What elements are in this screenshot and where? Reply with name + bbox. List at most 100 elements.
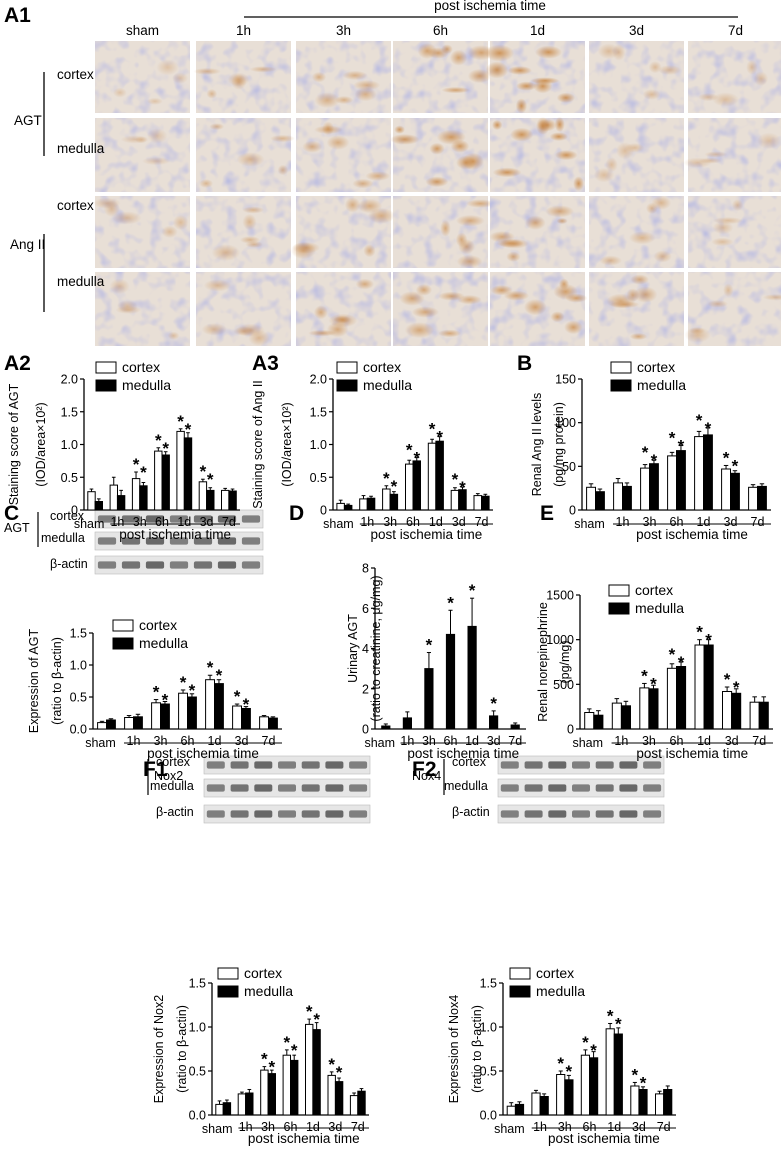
legend-label-cortex: cortex [139, 617, 177, 633]
significance-star: * [723, 448, 730, 467]
y-tick-label: 0.5 [70, 691, 87, 705]
bar-medulla-1h [622, 485, 632, 511]
micrograph-tile [589, 41, 684, 113]
blot-band [349, 784, 368, 792]
y-tick-label: 0.0 [70, 723, 87, 737]
bar-medulla-6h [676, 450, 686, 511]
micrograph-tile [390, 118, 488, 192]
y-tick-label: 4 [362, 642, 369, 656]
x-axis-title: post ischemia time [147, 746, 259, 761]
blot-band [97, 515, 117, 523]
a1-col-1h: 1h [236, 23, 251, 38]
significance-star: * [406, 441, 413, 460]
y-tick-label: 0.5 [189, 1065, 206, 1079]
y-tick-label: 0.5 [480, 1065, 497, 1079]
bar-cortex-1h [237, 1093, 247, 1116]
bar-medulla-6h [412, 460, 421, 511]
x-tick-label: 3d [725, 734, 739, 748]
blot-band [169, 537, 189, 545]
x-tick-label: 3h [383, 515, 397, 529]
blot-band [97, 537, 117, 545]
panel-label-F1: F1 [143, 758, 168, 781]
significance-star: * [632, 1065, 639, 1084]
bar-medulla-1h [116, 495, 126, 511]
bar-medulla-sham [106, 719, 116, 730]
x-tick-label: 7d [508, 734, 522, 748]
x-tick-label: 7d [262, 734, 276, 748]
y-tick-label: 1.5 [480, 977, 497, 991]
chart-C: 0.0 0.5 1.0 1.5 Expression of AGT (ratio to β… [27, 617, 282, 761]
y-axis-title: Staining score of AGT [7, 383, 21, 505]
y-tick-label: 0 [71, 504, 78, 518]
blot-band [595, 761, 614, 769]
y-tick-label: 0 [362, 723, 369, 737]
legend-swatch-medulla [217, 985, 239, 998]
y-axis-title: Renal Ang II levels [530, 393, 544, 497]
x-tick-label: 7d [475, 515, 489, 529]
legend-label-medulla: medulla [536, 983, 585, 999]
blot-band [325, 761, 344, 769]
blot-band [230, 810, 249, 818]
bar-cortex-1h [531, 1092, 541, 1116]
x-tick-label: 1d [465, 734, 479, 748]
y-tick-label: 1.5 [61, 405, 78, 419]
bar-cortex-1d [176, 430, 185, 511]
significance-star: * [490, 694, 497, 713]
bar-medulla-3d [731, 692, 742, 730]
blot-f1-strips [203, 755, 371, 824]
bar-cortex-1h [613, 482, 623, 511]
bar-cortex-6h [282, 1054, 292, 1116]
blot-band [349, 761, 368, 769]
x-tick-label: 6h [670, 515, 684, 529]
blot-band [643, 784, 662, 792]
bar-cortex-6h [666, 667, 678, 730]
significance-star: * [426, 636, 433, 655]
x-tick-label: sham [574, 517, 605, 531]
y-tick-label: 1000 [546, 633, 574, 647]
x-tick-label: 1h [533, 1120, 547, 1134]
y-tick-label: 100 [555, 416, 576, 430]
a1-group-agt: AGT [14, 113, 42, 128]
bar-medulla-sham [222, 1102, 232, 1116]
legend-swatch-cortex [610, 361, 632, 374]
bar-medulla-1h [133, 716, 143, 730]
x-tick-label: sham [202, 1122, 233, 1136]
micrograph-tile [490, 116, 585, 192]
legend-label-medulla: medulla [637, 377, 686, 393]
bar-medulla-1d [435, 440, 444, 511]
chart-F1: 0.0 0.5 1.0 1.5 Expression of Nox2 (ratio to … [152, 965, 369, 1146]
a1-col-7d: 7d [728, 23, 743, 38]
bar-medulla-1d [703, 644, 714, 730]
micrograph-tile [296, 118, 391, 192]
bar-cortex-3d [721, 468, 731, 511]
significance-star: * [459, 478, 466, 497]
blot-band [206, 761, 225, 769]
bar-medulla-7d [663, 1089, 673, 1116]
y-tick-label: 2.0 [310, 373, 327, 387]
blot-band [241, 561, 261, 569]
significance-star: * [291, 1041, 298, 1060]
x-tick-label: 3d [452, 515, 466, 529]
x-tick-label: 3d [724, 515, 738, 529]
x-tick-label: 1d [429, 515, 443, 529]
legend-label-cortex: cortex [635, 582, 673, 598]
blot-band [595, 784, 614, 792]
blot-band [97, 561, 117, 569]
x-tick-label: 1h [616, 515, 630, 529]
x-tick-label: 1d [208, 734, 222, 748]
x-tick-label: 1h [239, 1120, 253, 1134]
x-tick-label: 1h [127, 734, 141, 748]
x-tick-label: 1d [306, 1120, 320, 1134]
significance-star: * [383, 469, 390, 488]
a1-col-1d: 1d [530, 23, 545, 38]
x-tick-label: 1h [614, 734, 628, 748]
x-tick-label: 7d [657, 1120, 671, 1134]
bar-value-6h [445, 633, 456, 730]
chart-A3: 0 0.5 1.0 1.5 2.0 Staining score of Ang II (IO… [251, 359, 493, 542]
a1-row-agt-medulla: medulla [57, 141, 105, 156]
bar-cortex-3h [382, 488, 391, 511]
y-tick-label: 1.5 [70, 627, 87, 641]
bar-cortex-1h [611, 702, 622, 730]
blot-band [349, 810, 368, 818]
y-tick-label: 1.0 [310, 438, 327, 452]
